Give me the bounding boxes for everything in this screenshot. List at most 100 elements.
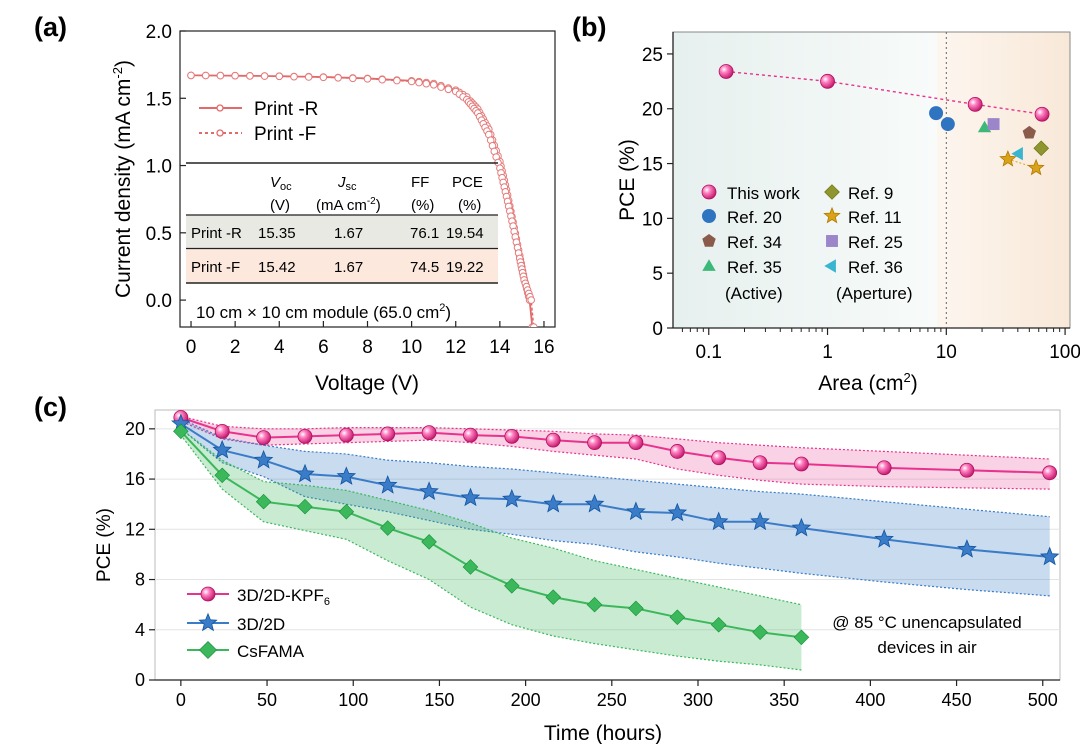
panel-label-b: (b) [572,12,606,42]
this-work-trend-line [726,70,1043,115]
error-band-upper-0 [180,415,1050,460]
table-row-r-bg [186,215,498,248]
data-point-ref9 [1033,140,1050,157]
y-tick-label: 20 [642,100,663,121]
legend-b-ref11: Ref. 11 [848,208,902,227]
data-point [290,72,298,81]
x-tick-label: 50 [257,690,277,710]
legend-c-label-kpf6: 3D/2D-KPF6 [237,586,330,608]
data-point-series-2 [338,503,355,520]
legend-b-ref9: Ref. 9 [848,184,893,203]
x-tick-label: 16 [533,337,554,358]
data-point-series-0 [711,450,727,466]
data-point-series-0 [545,432,561,448]
error-band-lower-2 [180,434,802,671]
table-cell: 19.22 [446,259,484,276]
data-point-series-1 [626,501,646,521]
table-cell: 15.35 [258,225,296,242]
data-point-series-2 [793,629,810,646]
data-point-thiswork [820,73,835,89]
legend-marker-ref25 [826,235,838,247]
x-tick-label: 400 [855,690,885,710]
data-point [304,73,313,81]
error-band-lower-0 [180,420,1050,490]
series-line-2 [180,430,802,639]
y-tick-label: 0.5 [146,224,172,245]
data-point [444,85,453,94]
legend-marker-ref34 [702,234,716,247]
legend-c-marker-3d2d [198,612,218,632]
legend-a-marker-r [216,104,224,112]
data-point-series-1 [584,493,605,513]
legend-marker-ref11 [823,206,841,224]
table-row-f-bg [186,249,498,283]
table-row-label: Print -F [191,259,240,276]
data-point [407,77,416,86]
x-tick-label: 6 [318,337,329,358]
table-cell: 1.67 [334,225,363,242]
data-point-ref34 [1022,125,1036,139]
x-tick-label: 0 [176,690,186,710]
legend-b-ref36: Ref. 36 [848,258,903,277]
data-point-series-2 [586,596,603,613]
chart-c-frame [154,409,1061,681]
chart-a-ylabel: Current density (mA cm-2) [110,60,135,298]
data-point-series-2 [752,624,768,641]
data-point-ref25 [987,118,1000,131]
chart-c-ylabel: PCE (%) [94,508,115,582]
y-tick-label: 5 [652,264,663,285]
y-tick-label: 0 [652,319,663,340]
data-point-ref20 [940,117,955,132]
data-point-series-1 [212,439,233,459]
data-point [275,72,284,81]
table-cell: 76.1 [410,225,439,242]
data-point-series-1 [957,539,977,558]
data-point-series-0 [959,462,975,478]
chart-a-ticks: 0 2 4 6 8 10 12 14 16 0.0 0.5 1.0 1.5 2.0 [146,22,555,358]
data-point-series-1 [295,463,315,483]
table-row-r: Print -R 15.35 1.67 76.1 19.54 [191,225,484,242]
legend-marker-ref9 [824,184,840,200]
legend-c-marker-csfama [198,640,218,660]
x-tick-label: 2 [230,337,241,358]
x-tick-label: 0.1 [696,342,722,363]
data-point [393,76,401,85]
chart-b-marks [718,64,1050,176]
data-point-series-0 [1042,465,1058,481]
panel-label-c: (c) [34,392,67,422]
x-tick-label: 100 [1049,342,1080,363]
table-cell: 19.54 [446,225,484,242]
th-voc-unit: (V) [270,197,290,214]
x-tick-label: 250 [597,690,627,710]
data-point-series-2 [214,467,231,484]
legend-c-marker-kpf6 [200,586,216,602]
data-point-series-0 [421,425,437,441]
data-point-thiswork [718,64,734,79]
data-point-series-2 [710,616,727,633]
y-tick-label: 15 [642,155,663,176]
data-point [334,74,342,82]
panel-label-a: (a) [34,12,67,42]
data-point-series-1 [543,493,563,513]
data-point [437,83,445,91]
data-point-series-1 [419,481,439,500]
legend-b-ref25: Ref. 25 [848,233,903,252]
table-cell: 1.67 [334,259,363,276]
data-point-series-0 [338,427,354,443]
th-jsc-unit: (mA cm-2) [316,196,381,214]
y-tick-label: 8 [135,570,145,590]
error-band-upper-2 [180,428,802,606]
data-point [363,75,372,83]
x-tick-label: 450 [942,690,972,710]
data-point-series-1 [336,466,357,485]
data-point-ref11 [1027,158,1045,176]
data-point-series-1 [460,487,481,507]
y-tick-label: 0.0 [146,291,172,312]
legend-a-marker-f [216,129,224,137]
th-ff-unit: (%) [411,197,434,214]
chart-a-xlabel: Voltage (V) [315,372,419,395]
chart-a-annotation: 10 cm × 10 cm module (65.0 cm2) [196,302,451,322]
data-point-series-0 [297,428,313,444]
